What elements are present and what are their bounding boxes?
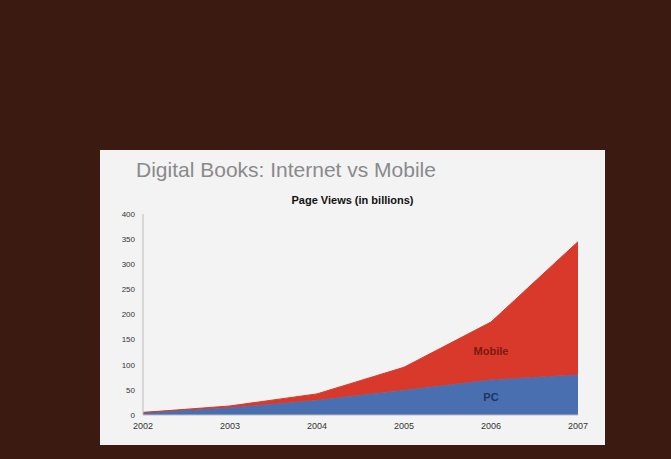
svg-text:350: 350 — [122, 235, 136, 244]
svg-text:2003: 2003 — [220, 421, 240, 431]
svg-text:200: 200 — [122, 310, 136, 319]
svg-text:50: 50 — [126, 386, 135, 395]
html-text:Digital Books: Internet vs Mob: Digital Books: Internet vs Mobile — [136, 158, 436, 181]
svg-text:100: 100 — [122, 361, 136, 370]
svg-text:2007: 2007 — [568, 421, 588, 431]
svg-text:400: 400 — [122, 210, 136, 219]
svg-text:2006: 2006 — [481, 421, 501, 431]
svg-text:0: 0 — [131, 411, 136, 420]
svg-text:150: 150 — [122, 335, 136, 344]
svg-text:2002: 2002 — [133, 421, 153, 431]
html-text:Page Views (in billions): Page Views (in billions) — [291, 194, 414, 206]
svg-text:2004: 2004 — [307, 421, 327, 431]
svg-text:300: 300 — [122, 260, 136, 269]
svg-text:250: 250 — [122, 285, 136, 294]
svg-text:Mobile: Mobile — [474, 345, 509, 357]
svg-text:2005: 2005 — [394, 421, 414, 431]
svg-text:PC: PC — [483, 391, 498, 403]
